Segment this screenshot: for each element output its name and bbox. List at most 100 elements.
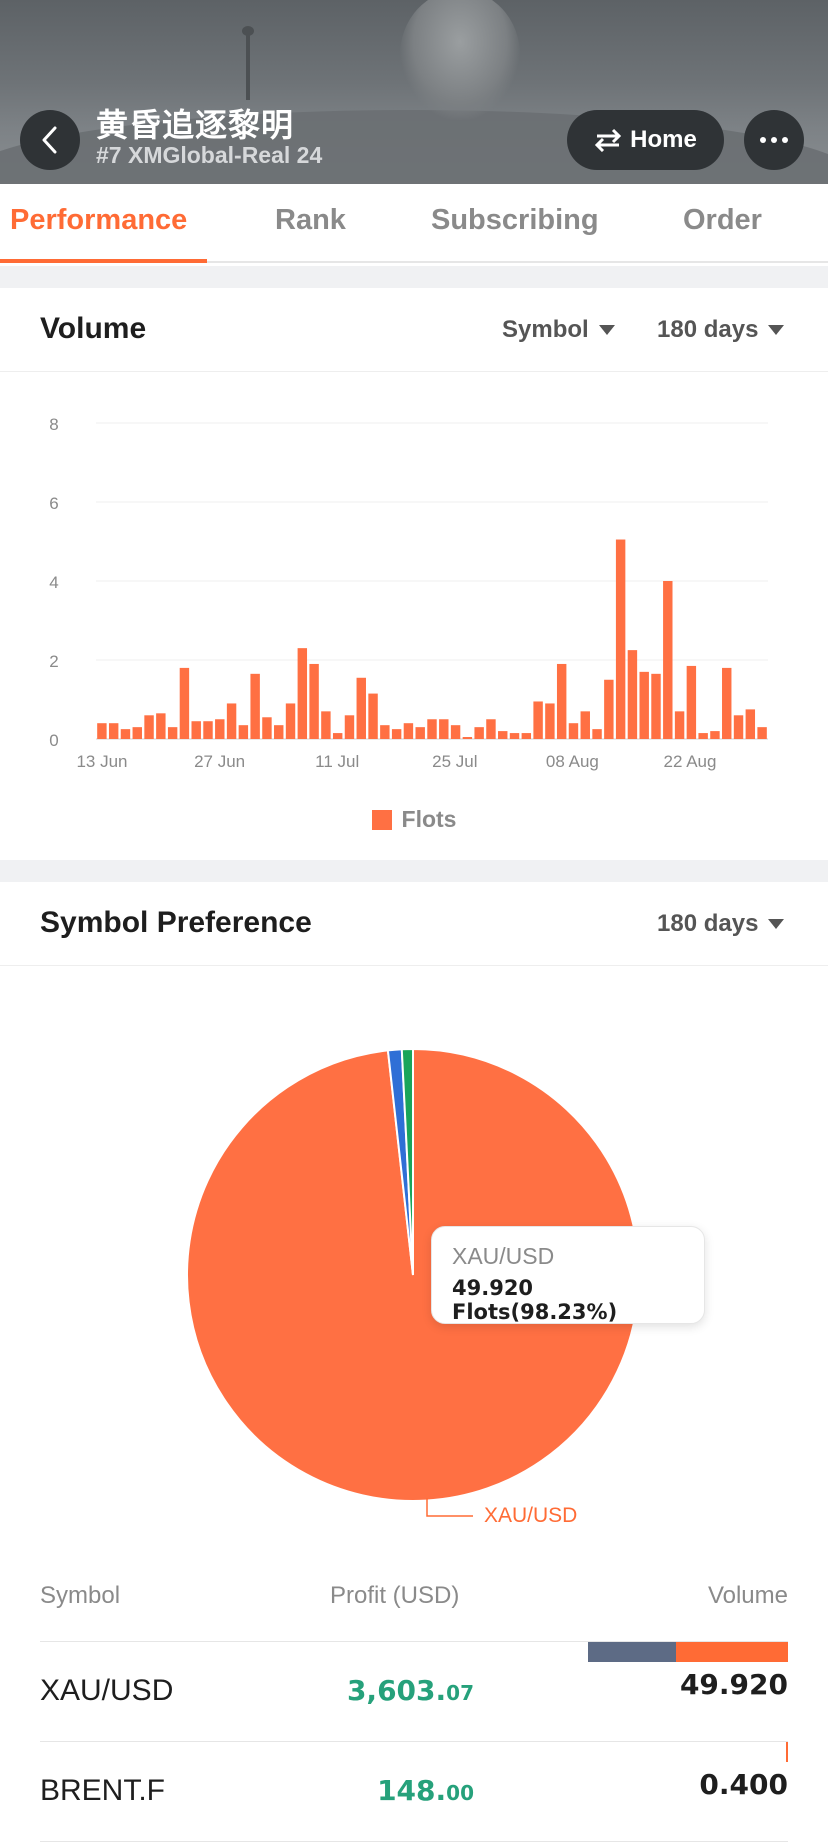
volume-bar (450, 725, 461, 739)
y-tick-label: 4 (49, 573, 58, 592)
tab-performance[interactable]: Performance (10, 204, 188, 236)
volume-bar (203, 721, 213, 739)
y-tick-label: 6 (49, 494, 58, 513)
volume-bar (580, 711, 590, 739)
volume-bar (356, 677, 366, 739)
symbol-dropdown-label: Symbol (502, 316, 589, 343)
volume-bar (215, 719, 225, 739)
volume-period-dropdown[interactable]: 180 days (657, 316, 785, 344)
volume-bar-segment (786, 1742, 788, 1762)
symbol-preference-header: Symbol Preference 180 days (0, 882, 828, 966)
volume-bar-segment (588, 1642, 676, 1662)
volume-bar (250, 673, 260, 739)
x-tick-label: 22 Aug (664, 752, 717, 771)
volume-bar (639, 671, 649, 739)
table-row[interactable]: XAU/USD 3,603.07 49.920 (40, 1642, 788, 1742)
tab-order[interactable]: Order (683, 204, 762, 236)
tooltip-symbol: XAU/USD (452, 1243, 555, 1269)
volume-period-label: 180 days (657, 316, 759, 343)
volume-bar (698, 733, 708, 739)
volume-bar (509, 733, 520, 739)
section-divider (0, 266, 828, 288)
y-tick-label: 8 (49, 415, 58, 434)
volume-bar (568, 723, 579, 739)
caret-down-icon (598, 325, 615, 335)
account-title: 黄昏追逐黎明 (96, 106, 295, 144)
volume-bar (427, 719, 437, 739)
volume-bar (403, 723, 414, 739)
volume-bar (297, 648, 308, 739)
volume-bar (627, 650, 638, 739)
x-tick-label: 08 Aug (546, 752, 599, 771)
more-button[interactable] (744, 110, 804, 170)
row-profit: 3,603.07 (347, 1674, 474, 1707)
volume-bar (674, 711, 685, 739)
volume-bar (757, 727, 767, 739)
column-header-volume: Volume (707, 1582, 788, 1609)
row-profit: 148.00 (377, 1774, 474, 1807)
section-divider (0, 860, 828, 882)
volume-bar (533, 701, 543, 739)
profit-decimal: 07 (446, 1681, 474, 1705)
volume-share-bar (786, 1742, 788, 1762)
row-volume: 49.920 (679, 1668, 788, 1701)
tab-bar: Performance Rank Subscribing Order (0, 184, 828, 263)
volume-bar (97, 723, 107, 739)
account-subtitle: #7 XMGlobal-Real 24 (96, 142, 323, 168)
volume-bar (344, 715, 355, 739)
swap-icon (595, 128, 622, 152)
legend-swatch (371, 810, 392, 830)
symbol-period-label: 180 days (657, 910, 759, 937)
volume-bar (439, 719, 449, 739)
profit-decimal: 00 (446, 1781, 474, 1805)
volume-bar (733, 715, 744, 739)
pie-leader-line (426, 1498, 473, 1517)
tab-rank[interactable]: Rank (275, 204, 346, 236)
column-header-profit: Profit (USD) (330, 1582, 460, 1609)
volume-bar (120, 729, 131, 739)
background-tower-top (242, 26, 254, 36)
volume-bar (332, 733, 343, 739)
volume-bar-chart: 0 2 4 6 8 13 Jun 27 Jun 11 Jul 25 Jul 08 Aug 22 Au… (49, 415, 768, 771)
volume-bar (321, 711, 331, 739)
home-button[interactable]: Home (567, 110, 724, 170)
volume-bar (592, 729, 602, 739)
more-dot-icon (760, 137, 766, 143)
symbol-period-dropdown[interactable]: 180 days (657, 910, 785, 938)
pie-tooltip: XAU/USD 49.920 Flots(98.23%) (431, 1226, 705, 1324)
volume-bar (167, 727, 178, 739)
table-row[interactable]: BRENT.F 148.00 0.400 (40, 1742, 788, 1842)
column-header-symbol: Symbol (40, 1582, 121, 1609)
volume-title: Volume (40, 312, 147, 345)
volume-bar (474, 727, 484, 739)
volume-bar (179, 667, 190, 739)
row-symbol: BRENT.F (40, 1774, 166, 1807)
volume-bar (238, 725, 249, 739)
volume-bar (191, 721, 201, 739)
profit-integer: 148. (377, 1774, 447, 1807)
volume-bar (556, 663, 567, 739)
volume-bar (521, 733, 532, 739)
volume-legend: Flots (0, 806, 828, 833)
volume-bar (651, 673, 661, 739)
more-dot-icon (771, 137, 777, 143)
symbol-dropdown[interactable]: Symbol (502, 316, 615, 344)
volume-bar (309, 663, 319, 739)
volume-bar (722, 667, 732, 739)
x-tick-label: 25 Jul (432, 752, 477, 771)
row-volume: 0.400 (699, 1768, 788, 1801)
symbol-table-header: Symbol Profit (USD) Volume (40, 1582, 788, 1642)
active-tab-indicator (0, 259, 207, 263)
volume-bar (663, 581, 673, 739)
volume-section-header: Volume Symbol 180 days (0, 288, 828, 372)
volume-bar (415, 727, 425, 739)
back-button[interactable] (20, 110, 80, 170)
volume-bar (486, 719, 496, 739)
symbol-pie-chart[interactable] (0, 966, 828, 1526)
volume-bar (108, 723, 119, 739)
tab-subscribing[interactable]: Subscribing (431, 204, 599, 236)
volume-bar (380, 725, 390, 739)
pie-slice (400, 1047, 414, 1276)
volume-bar (498, 731, 508, 739)
symbol-preference-title: Symbol Preference (40, 906, 312, 939)
